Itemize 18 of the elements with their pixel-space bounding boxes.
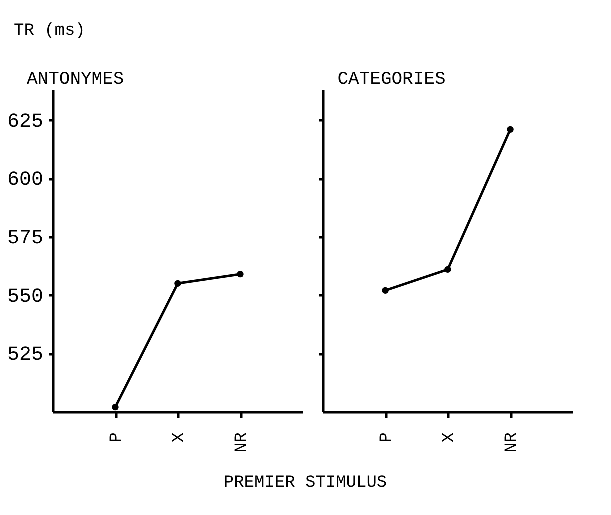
y-tick-label: 625 xyxy=(7,110,44,134)
y-tick-label: 525 xyxy=(7,344,44,368)
y-tick-label: 550 xyxy=(7,286,44,309)
y-tick-label: 575 xyxy=(7,228,44,250)
point xyxy=(112,404,119,411)
x-tick-label: X xyxy=(440,432,460,443)
chart-title: ANTONYMES xyxy=(26,70,124,90)
x-tick-label: P xyxy=(378,432,397,443)
x-tick-label: P xyxy=(108,432,127,443)
chart-title: CATEGORIES xyxy=(338,70,446,90)
point xyxy=(174,280,182,288)
y-tick-label: 600 xyxy=(7,169,44,192)
x-tick-label: NR xyxy=(503,432,522,453)
x-axis-title: PREMIER STIMULUS xyxy=(222,474,388,493)
x-tick-label: X xyxy=(170,432,190,443)
y-axis-title: TR (ms) xyxy=(14,22,86,41)
x-tick-label: NR xyxy=(233,432,252,453)
point xyxy=(237,270,244,278)
